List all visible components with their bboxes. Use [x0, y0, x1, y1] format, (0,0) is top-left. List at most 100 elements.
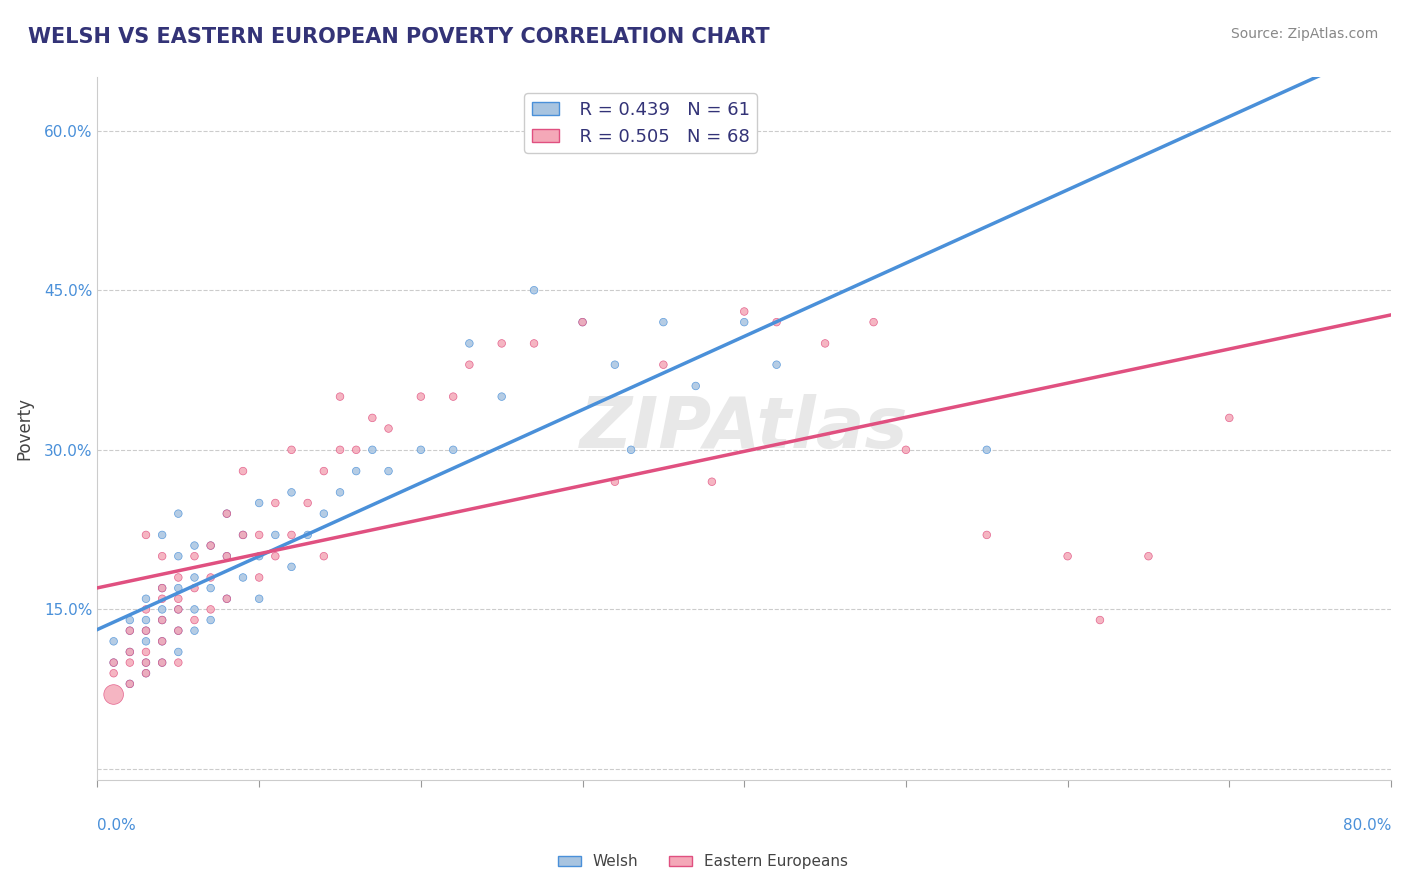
- Point: [603, 358, 626, 372]
- Point: [118, 677, 141, 691]
- Point: [232, 570, 254, 584]
- Point: [247, 570, 270, 584]
- Point: [118, 645, 141, 659]
- Point: [280, 485, 302, 500]
- Point: [458, 358, 481, 372]
- Point: [247, 591, 270, 606]
- Point: [491, 390, 513, 404]
- Point: [409, 390, 432, 404]
- Point: [377, 421, 399, 435]
- Point: [135, 602, 157, 616]
- Point: [215, 507, 238, 521]
- Point: [118, 677, 141, 691]
- Point: [183, 613, 205, 627]
- Text: WELSH VS EASTERN EUROPEAN POVERTY CORRELATION CHART: WELSH VS EASTERN EUROPEAN POVERTY CORREL…: [28, 27, 769, 46]
- Point: [247, 528, 270, 542]
- Point: [167, 624, 190, 638]
- Point: [264, 528, 287, 542]
- Point: [150, 656, 173, 670]
- Point: [167, 602, 190, 616]
- Point: [571, 315, 593, 329]
- Point: [685, 379, 707, 393]
- Point: [280, 559, 302, 574]
- Point: [135, 666, 157, 681]
- Point: [150, 581, 173, 595]
- Point: [167, 570, 190, 584]
- Point: [103, 666, 125, 681]
- Point: [215, 591, 238, 606]
- Point: [150, 591, 173, 606]
- Point: [1056, 549, 1078, 564]
- Point: [862, 315, 884, 329]
- Point: [344, 442, 367, 457]
- Point: [150, 602, 173, 616]
- Point: [377, 464, 399, 478]
- Point: [215, 549, 238, 564]
- Point: [264, 496, 287, 510]
- Point: [150, 549, 173, 564]
- Point: [200, 602, 222, 616]
- Point: [167, 645, 190, 659]
- Point: [118, 656, 141, 670]
- Point: [1218, 410, 1240, 425]
- Point: [264, 549, 287, 564]
- Point: [215, 591, 238, 606]
- Point: [232, 528, 254, 542]
- Point: [200, 570, 222, 584]
- Point: [183, 539, 205, 553]
- Point: [894, 442, 917, 457]
- Point: [765, 315, 787, 329]
- Point: [135, 591, 157, 606]
- Point: [135, 634, 157, 648]
- Point: [361, 442, 384, 457]
- Point: [491, 336, 513, 351]
- Point: [135, 645, 157, 659]
- Point: [215, 507, 238, 521]
- Point: [183, 624, 205, 638]
- Point: [329, 442, 352, 457]
- Point: [150, 656, 173, 670]
- Point: [441, 442, 464, 457]
- Point: [603, 475, 626, 489]
- Point: [361, 410, 384, 425]
- Point: [167, 602, 190, 616]
- Point: [167, 549, 190, 564]
- Point: [135, 613, 157, 627]
- Point: [118, 645, 141, 659]
- Point: [733, 315, 755, 329]
- Point: [312, 464, 335, 478]
- Point: [118, 624, 141, 638]
- Point: [183, 602, 205, 616]
- Point: [523, 336, 546, 351]
- Point: [200, 539, 222, 553]
- Y-axis label: Poverty: Poverty: [15, 397, 32, 460]
- Point: [200, 581, 222, 595]
- Point: [118, 624, 141, 638]
- Point: [150, 613, 173, 627]
- Point: [571, 315, 593, 329]
- Point: [232, 464, 254, 478]
- Point: [150, 634, 173, 648]
- Text: 0.0%: 0.0%: [97, 818, 136, 833]
- Point: [167, 656, 190, 670]
- Point: [150, 613, 173, 627]
- Point: [329, 485, 352, 500]
- Point: [232, 528, 254, 542]
- Point: [200, 613, 222, 627]
- Point: [1088, 613, 1111, 627]
- Point: [814, 336, 837, 351]
- Point: [523, 283, 546, 297]
- Point: [458, 336, 481, 351]
- Point: [620, 442, 643, 457]
- Point: [135, 528, 157, 542]
- Point: [733, 304, 755, 318]
- Point: [312, 507, 335, 521]
- Point: [247, 496, 270, 510]
- Point: [183, 570, 205, 584]
- Point: [103, 656, 125, 670]
- Point: [135, 656, 157, 670]
- Point: [135, 624, 157, 638]
- Point: [167, 507, 190, 521]
- Text: 80.0%: 80.0%: [1343, 818, 1391, 833]
- Text: Source: ZipAtlas.com: Source: ZipAtlas.com: [1230, 27, 1378, 41]
